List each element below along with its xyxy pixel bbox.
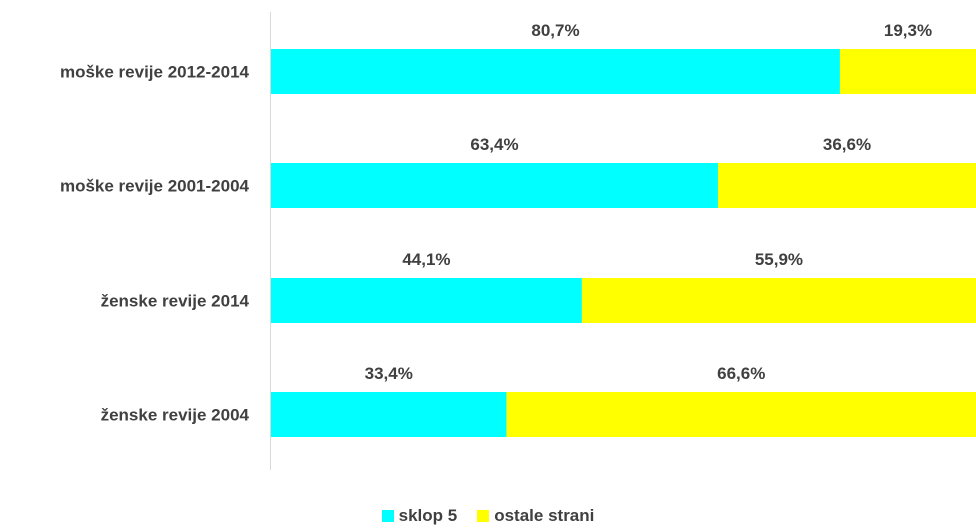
legend: sklop 5 ostale strani	[0, 506, 976, 526]
data-label: 44,1%	[402, 250, 450, 269]
data-label: 33,4%	[365, 364, 413, 383]
legend-item-ostale-strani: ostale strani	[477, 506, 594, 526]
category-label: ženske revije 2014	[101, 292, 250, 311]
data-label: 19,3%	[884, 21, 932, 40]
legend-label-ostale-strani: ostale strani	[494, 506, 595, 525]
bars-group	[271, 49, 976, 437]
bar-ostale-strani	[839, 49, 976, 94]
legend-swatch-ostale-strani	[477, 510, 490, 522]
category-labels: moške revije 2012-2014 moške revije 2001-…	[60, 63, 250, 425]
data-label: 63,4%	[470, 135, 518, 154]
data-labels: 80,7% 19,3% 63,4% 36,6% 44,1% 55,9% 33,4% 66,6%	[365, 21, 932, 383]
category-label: moške revije 2001-2004	[60, 177, 250, 196]
bar-sklop-5	[271, 392, 507, 437]
data-label: 36,6%	[823, 135, 871, 154]
data-label: 66,6%	[717, 364, 765, 383]
bar-ostale-strani	[506, 392, 976, 437]
bar-sklop-5	[271, 163, 718, 208]
bar-sklop-5	[271, 49, 840, 94]
data-label: 55,9%	[755, 250, 803, 269]
legend-label-sklop-5: sklop 5	[398, 506, 458, 525]
bar-ostale-strani	[717, 163, 976, 208]
legend-item-sklop-5: sklop 5	[381, 506, 458, 526]
data-label: 80,7%	[531, 21, 579, 40]
bar-sklop-5	[271, 278, 582, 323]
bar-ostale-strani	[581, 278, 976, 323]
category-label: ženske revije 2004	[101, 406, 250, 425]
category-label: moške revije 2012-2014	[60, 63, 250, 82]
legend-swatch-sklop-5	[381, 510, 394, 522]
